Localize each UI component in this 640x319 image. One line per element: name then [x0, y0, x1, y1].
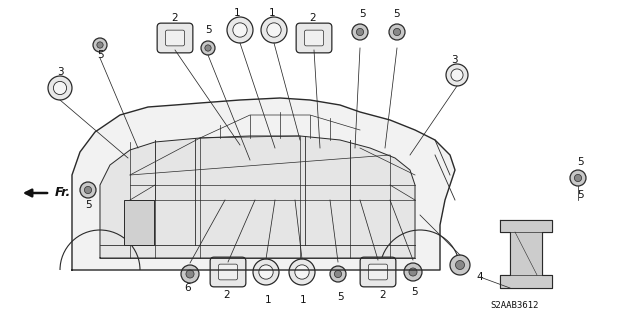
Ellipse shape: [267, 23, 281, 37]
Ellipse shape: [450, 255, 470, 275]
Ellipse shape: [334, 271, 342, 278]
Text: 1: 1: [265, 295, 271, 305]
FancyBboxPatch shape: [360, 257, 396, 287]
Text: 5: 5: [97, 50, 103, 60]
Text: 5: 5: [577, 190, 583, 200]
Ellipse shape: [352, 24, 368, 40]
Ellipse shape: [205, 45, 211, 51]
Ellipse shape: [446, 64, 468, 86]
Ellipse shape: [456, 261, 465, 270]
Text: 5: 5: [358, 9, 365, 19]
FancyBboxPatch shape: [166, 30, 184, 46]
FancyBboxPatch shape: [210, 257, 246, 287]
Ellipse shape: [404, 263, 422, 281]
Text: 5: 5: [577, 157, 583, 167]
Ellipse shape: [201, 41, 215, 55]
Text: 3: 3: [57, 67, 63, 77]
Ellipse shape: [93, 38, 107, 52]
Ellipse shape: [53, 81, 67, 95]
Ellipse shape: [356, 28, 364, 36]
Text: 1: 1: [234, 8, 240, 18]
Ellipse shape: [227, 17, 253, 43]
Text: 5: 5: [412, 287, 419, 297]
Text: 5: 5: [337, 292, 343, 302]
Ellipse shape: [259, 265, 273, 279]
Ellipse shape: [575, 175, 581, 181]
Polygon shape: [500, 220, 552, 288]
Ellipse shape: [97, 42, 103, 48]
Ellipse shape: [409, 268, 417, 276]
Ellipse shape: [570, 170, 586, 186]
Ellipse shape: [181, 265, 199, 283]
Ellipse shape: [84, 186, 92, 194]
Ellipse shape: [295, 265, 309, 279]
Ellipse shape: [48, 76, 72, 100]
Text: 5: 5: [394, 9, 400, 19]
Ellipse shape: [253, 259, 279, 285]
Text: 2: 2: [172, 13, 179, 23]
Ellipse shape: [289, 259, 315, 285]
FancyBboxPatch shape: [296, 23, 332, 53]
Ellipse shape: [261, 17, 287, 43]
Text: 3: 3: [451, 55, 458, 65]
Text: 2: 2: [380, 290, 387, 300]
Text: 6: 6: [185, 283, 191, 293]
Text: 5: 5: [205, 25, 211, 35]
Text: 5: 5: [84, 200, 92, 210]
Ellipse shape: [233, 23, 247, 37]
Ellipse shape: [575, 174, 582, 182]
FancyBboxPatch shape: [157, 23, 193, 53]
Ellipse shape: [572, 172, 584, 184]
Text: S2AAB3612: S2AAB3612: [490, 300, 538, 309]
Text: 1: 1: [269, 8, 275, 18]
Text: Fr.: Fr.: [55, 187, 71, 199]
Text: 4: 4: [477, 272, 483, 282]
Polygon shape: [100, 136, 415, 258]
FancyBboxPatch shape: [218, 264, 237, 280]
FancyBboxPatch shape: [369, 264, 387, 280]
Text: 2: 2: [224, 290, 230, 300]
Ellipse shape: [80, 182, 96, 198]
Ellipse shape: [330, 266, 346, 282]
Ellipse shape: [389, 24, 405, 40]
Polygon shape: [72, 98, 455, 270]
Ellipse shape: [394, 28, 401, 36]
FancyBboxPatch shape: [305, 30, 323, 46]
Text: 1: 1: [300, 295, 307, 305]
Ellipse shape: [186, 270, 194, 278]
Ellipse shape: [451, 69, 463, 81]
Text: 2: 2: [310, 13, 316, 23]
Bar: [124, 200, 154, 245]
